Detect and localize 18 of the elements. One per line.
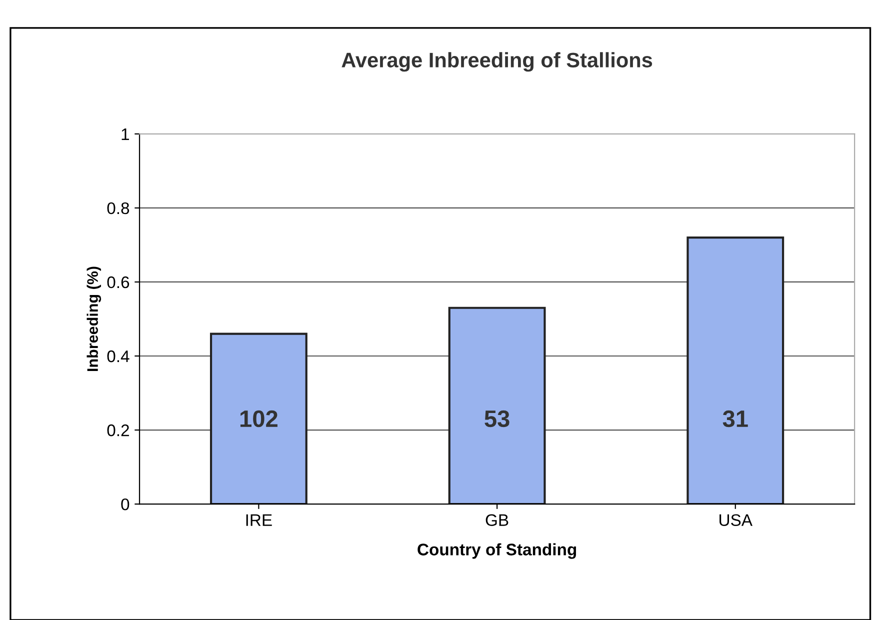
bar — [686, 236, 784, 504]
annotation: 53 — [484, 410, 510, 428]
chart-title: Average Inbreeding of Stallions — [342, 52, 652, 72]
y-tick-label: 1 — [122, 128, 129, 140]
annotation: 31 — [722, 410, 748, 428]
annotation: 102 — [240, 410, 278, 428]
x-axis-title: Country of Standing — [418, 543, 576, 559]
x-tick-label: USA — [720, 514, 752, 526]
bar — [448, 306, 546, 504]
y-tick-label: 0.6 — [107, 276, 130, 288]
y-tick-label: 0.8 — [107, 202, 130, 214]
y-tick-label: 0 — [121, 498, 130, 510]
y-tick-label: 0.2 — [107, 424, 129, 436]
bar — [210, 332, 308, 504]
x-tick-label: GB — [486, 514, 508, 526]
y-axis-title: Inbreeding (%) — [86, 266, 102, 372]
x-tick-label: IRE — [246, 514, 272, 526]
y-tick-label: 0.4 — [107, 350, 130, 362]
